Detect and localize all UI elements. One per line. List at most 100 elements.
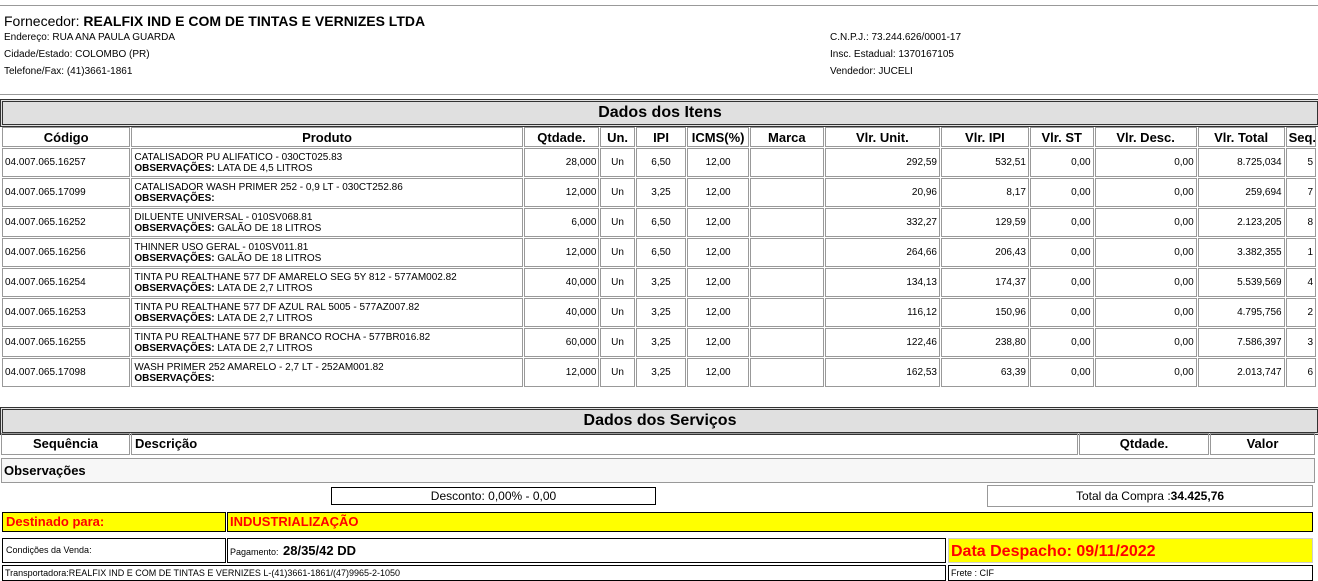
cell-produto: CATALISADOR WASH PRIMER 252 - 0,9 LT - 0… [131,178,523,207]
total-box: Total da Compra :34.425,76 [987,485,1313,507]
column-header: Código [2,127,131,147]
cell-icms: 12,00 [687,298,749,327]
cell-icms: 12,00 [687,148,749,177]
cell-st: 0,00 [1029,298,1094,327]
cell-ipi: 3,25 [635,328,687,357]
cell-icms: 12,00 [687,358,749,387]
cell-vipi: 129,59 [940,208,1029,237]
cell-seq: 7 [1285,178,1316,207]
cell-produto: TINTA PU REALTHANE 577 DF AMARELO SEG 5Y… [131,268,523,297]
cell-un: Un [600,238,635,267]
cell-total: 8.725,034 [1197,148,1285,177]
cell-seq: 2 [1285,298,1316,327]
items-table: Código Produto Qtdade. Un. IPI ICMS(%) Marca Vl… [1,126,1317,388]
cell-icms: 12,00 [687,268,749,297]
obs-value: LATA DE 2,7 LITROS [217,312,313,324]
cell-marca [749,238,824,267]
obs-value: GALÃO DE 18 LITROS [217,222,322,234]
cell-qtd: 6,000 [523,208,600,237]
cell-unit: 134,13 [824,268,940,297]
obs-value: LATA DE 2,7 LITROS [217,342,313,354]
sale-conditions-label: Condições da Venda: [2,538,226,563]
supplier-title: Fornecedor: REALFIX IND E COM DE TINTAS … [4,13,426,29]
cell-desc: 0,00 [1094,358,1197,387]
cell-desc: 0,00 [1094,178,1197,207]
cell-ipi: 6,50 [635,238,687,267]
cell-qtd: 12,000 [523,358,600,387]
cell-vipi: 174,37 [940,268,1029,297]
cell-seq: 8 [1285,208,1316,237]
cell-vipi: 150,96 [940,298,1029,327]
product-name: TINTA PU REALTHANE 577 DF AZUL RAL 5005 … [134,301,420,313]
product-observations: OBSERVAÇÕES: [134,373,519,384]
cell-vipi: 238,80 [940,328,1029,357]
cell-qtd: 40,000 [523,268,600,297]
cell-seq: 4 [1285,268,1316,297]
cell-st: 0,00 [1029,148,1094,177]
column-header: Vlr. ST [1029,127,1094,147]
services-col-valor: Valor [1210,433,1315,455]
column-header: Vlr. Total [1197,127,1285,147]
cell-unit: 292,59 [824,148,940,177]
table-row: 04.007.065.16254 TINTA PU REALTHANE 577 D… [2,268,1316,297]
discount-box: Desconto: 0,00% - 0,00 [331,487,656,505]
cell-marca [749,208,824,237]
obs-label: OBSERVAÇÕES: [134,372,215,384]
column-header: Vlr. IPI [940,127,1029,147]
cell-vipi: 63,39 [940,358,1029,387]
obs-label: OBSERVAÇÕES: [134,342,215,354]
cell-qtd: 60,000 [523,328,600,357]
supplier-address: Endereço: RUA ANA PAULA GUARDA [4,32,176,43]
cell-qtd: 12,000 [523,178,600,207]
obs-label: OBSERVAÇÕES: [134,282,215,294]
cell-marca [749,328,824,357]
column-header: Un. [600,127,635,147]
cell-produto: WASH PRIMER 252 AMARELO - 2,7 LT - 252AM… [131,358,523,387]
cell-total: 2.013,747 [1197,358,1285,387]
cell-desc: 0,00 [1094,298,1197,327]
column-header: Marca [749,127,824,147]
cell-codigo: 04.007.065.17099 [2,178,131,207]
cell-unit: 20,96 [824,178,940,207]
cell-marca [749,178,824,207]
cell-produto: TINTA PU REALTHANE 577 DF AZUL RAL 5005 … [131,298,523,327]
cell-icms: 12,00 [687,328,749,357]
payment-label: Pagamento: [230,547,279,557]
cell-total: 2.123,205 [1197,208,1285,237]
cell-total: 7.586,397 [1197,328,1285,357]
cell-icms: 12,00 [687,238,749,267]
cell-ipi: 3,25 [635,178,687,207]
obs-label: OBSERVAÇÕES: [134,312,215,324]
cell-codigo: 04.007.065.16253 [2,298,131,327]
cell-codigo: 04.007.065.16256 [2,238,131,267]
cell-total: 3.382,355 [1197,238,1285,267]
cell-seq: 1 [1285,238,1316,267]
cell-desc: 0,00 [1094,238,1197,267]
obs-label: OBSERVAÇÕES: [134,222,215,234]
column-header: Qtdade. [523,127,600,147]
product-name: CATALISADOR PU ALIFATICO - 030CT025.83 [134,151,343,163]
cell-unit: 116,12 [824,298,940,327]
cell-produto: TINTA PU REALTHANE 577 DF BRANCO ROCHA -… [131,328,523,357]
cell-codigo: 04.007.065.17098 [2,358,131,387]
table-row: 04.007.065.16257 CATALISADOR PU ALIFATICO… [2,148,1316,177]
cell-un: Un [600,298,635,327]
cell-st: 0,00 [1029,268,1094,297]
cell-codigo: 04.007.065.16255 [2,328,131,357]
cell-qtd: 12,000 [523,238,600,267]
product-name: DILUENTE UNIVERSAL - 010SV068.81 [134,211,313,223]
column-header: Produto [131,127,523,147]
cell-seq: 3 [1285,328,1316,357]
services-col-desc: Descrição [131,433,1078,455]
cell-unit: 162,53 [824,358,940,387]
dispatch-date: Data Despacho: 09/11/2022 [948,538,1313,563]
cell-vipi: 8,17 [940,178,1029,207]
cell-total: 259,694 [1197,178,1285,207]
supplier-phone: Telefone/Fax: (41)3661-1861 [4,66,133,77]
supplier-ie: Insc. Estadual: 1370167105 [830,49,954,60]
product-observations: OBSERVAÇÕES: LATA DE 2,7 LITROS [134,313,519,324]
cell-ipi: 3,25 [635,268,687,297]
cell-unit: 264,66 [824,238,940,267]
cell-un: Un [600,358,635,387]
table-row: 04.007.065.17098 WASH PRIMER 252 AMARELO … [2,358,1316,387]
